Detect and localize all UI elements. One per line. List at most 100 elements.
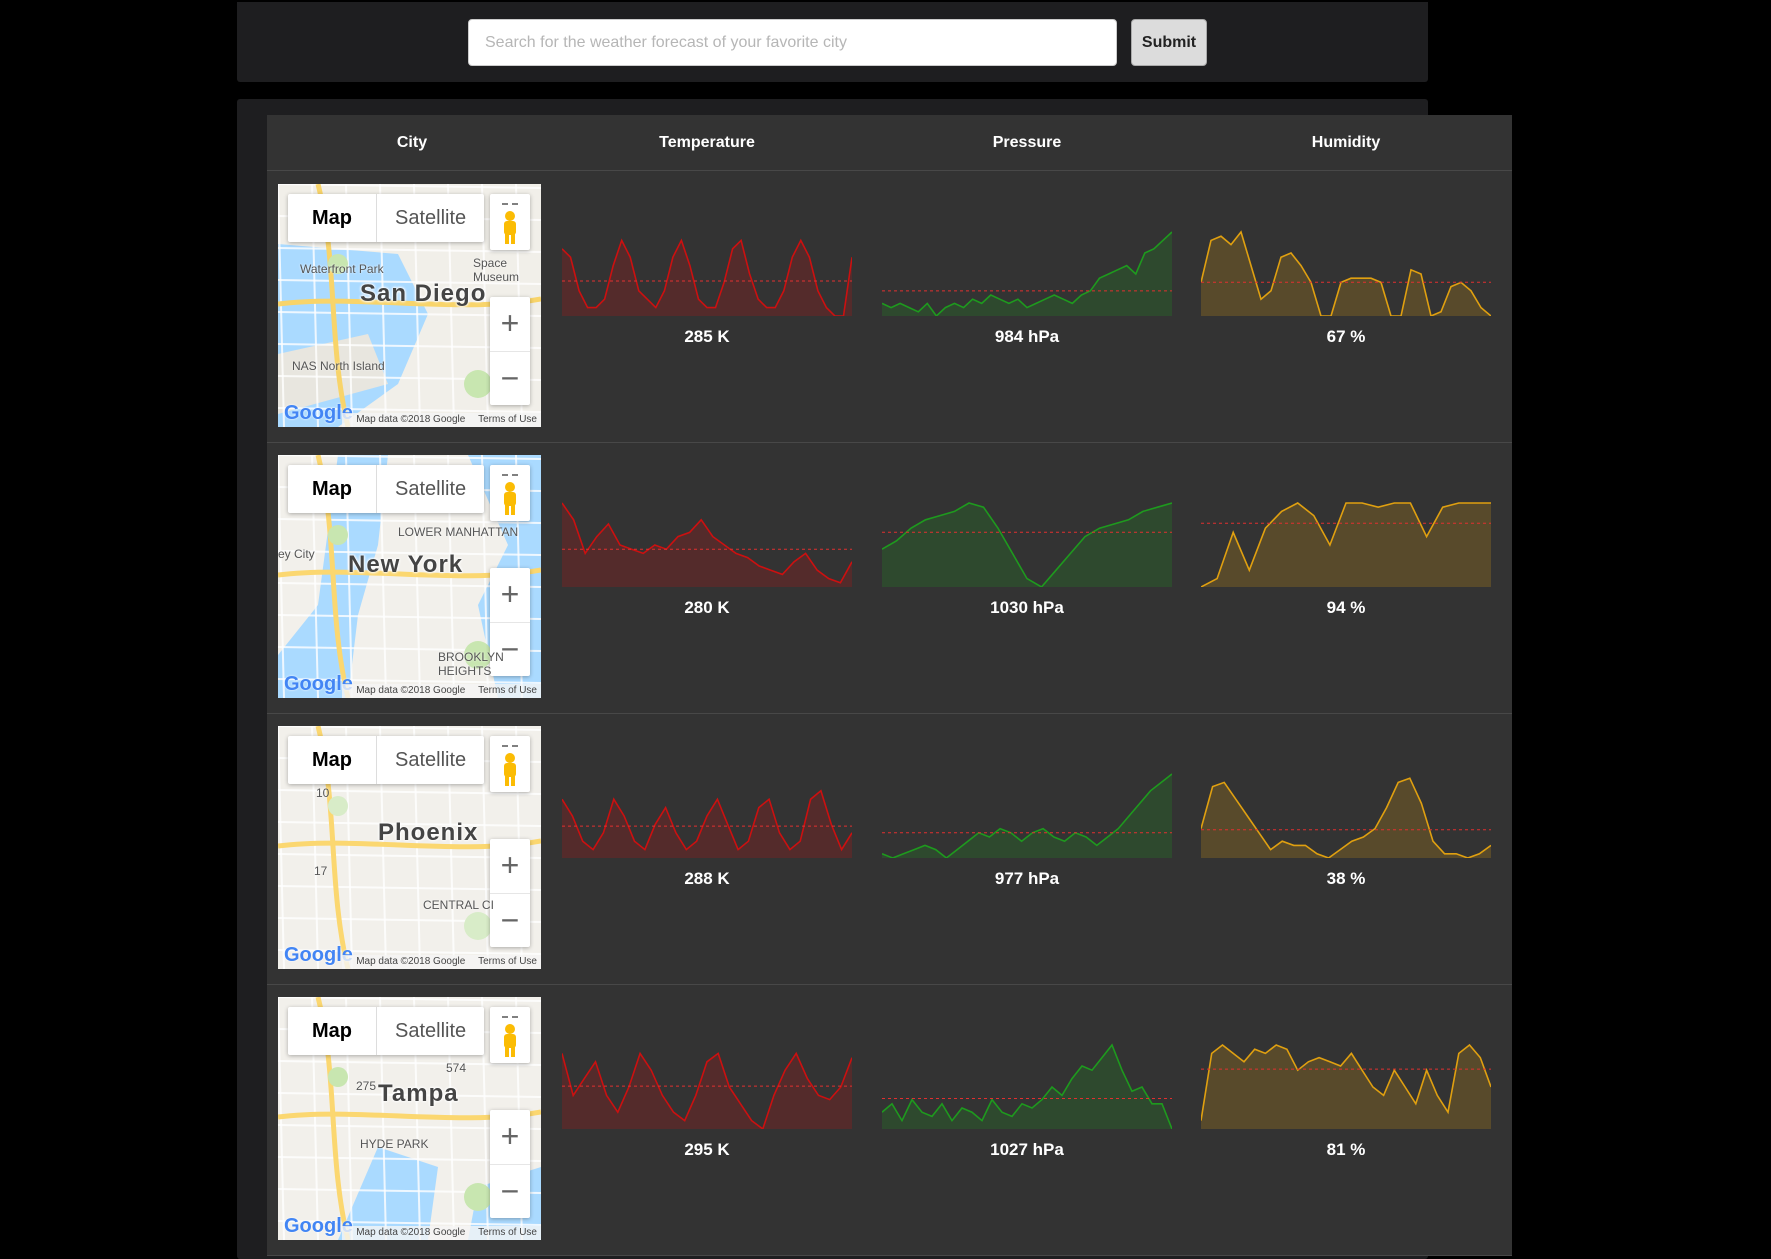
humidity-sparkline xyxy=(1200,1043,1492,1129)
terms-link[interactable]: Terms of Use xyxy=(478,685,537,696)
satellite-button[interactable]: Satellite xyxy=(376,194,484,242)
header-pressure: Pressure xyxy=(992,134,1062,151)
header-humidity: Humidity xyxy=(1311,134,1381,151)
pegman-icon[interactable] xyxy=(490,465,530,521)
pressure-sparkline xyxy=(881,773,1173,860)
google-logo: Google xyxy=(284,1215,353,1237)
temperature-sparkline xyxy=(561,789,853,858)
temperature-sparkline xyxy=(561,502,853,587)
temperature-value: 280 K xyxy=(684,598,730,617)
pressure-sparkline xyxy=(881,1043,1173,1130)
temperature-line xyxy=(561,789,853,852)
satellite-button[interactable]: Satellite xyxy=(376,465,484,513)
map-type-control: Map Satellite xyxy=(288,736,485,784)
pressure-line xyxy=(881,773,1173,860)
city-row: Map Satellite + − San Diego Waterfront P… xyxy=(267,171,1512,443)
satellite-button[interactable]: Satellite xyxy=(376,1007,484,1055)
humidity-value: 94 % xyxy=(1326,598,1366,617)
temperature-value: 285 K xyxy=(684,327,730,346)
map-type-control: Map Satellite xyxy=(288,465,485,513)
zoom-control: + − xyxy=(490,1110,530,1218)
map-place-label: LOWER MANHATTAN xyxy=(398,525,519,539)
pressure-line xyxy=(881,231,1173,318)
zoom-out-button[interactable]: − xyxy=(500,1173,520,1209)
humidity-value: 38 % xyxy=(1326,869,1366,888)
map-place-label: Space Museum xyxy=(473,256,520,284)
map-place-label: HYDE PARK xyxy=(360,1137,429,1151)
city-row: Map Satellite + − Phoenix CENTRAL CI 10 xyxy=(267,713,1512,985)
pegman-icon[interactable] xyxy=(490,736,530,792)
map-city-label: Phoenix xyxy=(378,819,479,846)
humidity-line xyxy=(1200,777,1492,859)
terms-link[interactable]: Terms of Use xyxy=(478,414,537,425)
zoom-control: + − xyxy=(490,297,530,405)
temperature-area xyxy=(562,503,852,587)
map-city-label: New York xyxy=(348,551,464,578)
city-row: Map Satellite + − New York LOWER MANHATT… xyxy=(267,442,1512,714)
map-button[interactable]: Map xyxy=(312,749,352,771)
pressure-sparkline xyxy=(881,502,1173,589)
map-place-label: NAS North Island xyxy=(292,359,385,373)
temperature-line xyxy=(561,502,853,584)
humidity-sparkline xyxy=(1200,777,1492,859)
map-attribution: Map data ©2018 Google Terms of Use xyxy=(342,955,541,969)
map-place-label: ey City xyxy=(278,547,315,561)
humidity-sparkline xyxy=(1200,230,1492,318)
map-button[interactable]: Map xyxy=(312,1020,352,1042)
city-map[interactable]: Map Satellite + − San Diego Waterfront P… xyxy=(278,184,541,427)
search-input[interactable] xyxy=(468,19,1117,66)
map-attribution: Map data ©2018 Google Terms of Use xyxy=(342,413,541,427)
humidity-value: 67 % xyxy=(1326,327,1366,346)
map-button[interactable]: Map xyxy=(312,478,352,500)
zoom-control: + − xyxy=(490,839,530,947)
header-temperature: Temperature xyxy=(659,134,755,151)
city-row: Map Satellite + − Tampa HYDE PARK 275 xyxy=(267,984,1512,1256)
temperature-line xyxy=(561,238,853,317)
pressure-area xyxy=(882,774,1172,858)
humidity-line xyxy=(1200,230,1492,318)
map-attribution: Map data ©2018 Google Terms of Use xyxy=(342,684,541,698)
humidity-line xyxy=(1200,502,1491,588)
zoom-out-button[interactable]: − xyxy=(500,360,520,396)
city-map[interactable]: Map Satellite + − Tampa HYDE PARK 275 xyxy=(278,997,541,1240)
zoom-in-button[interactable]: + xyxy=(490,568,530,623)
pressure-area xyxy=(882,232,1172,316)
terms-link[interactable]: Terms of Use xyxy=(478,1227,537,1238)
map-place-label: 17 xyxy=(314,864,328,878)
city-map[interactable]: Map Satellite + − New York LOWER MANHATT… xyxy=(278,455,541,698)
submit-button[interactable]: Submit xyxy=(1131,19,1207,66)
map-place-label: CENTRAL CI xyxy=(423,898,494,912)
map-data-text: Map data ©2018 Google xyxy=(356,685,466,696)
temperature-sparkline xyxy=(561,238,853,317)
humidity-area xyxy=(1201,503,1491,587)
zoom-out-button[interactable]: − xyxy=(500,631,520,667)
temperature-sparkline xyxy=(561,1051,853,1131)
zoom-in-button[interactable]: + xyxy=(490,1110,530,1165)
map-type-control: Map Satellite xyxy=(288,194,485,242)
pressure-area xyxy=(882,1045,1172,1129)
table-header: City Temperature Pressure Humidity xyxy=(267,115,1512,171)
map-place-label: 10 xyxy=(316,786,330,800)
map-button[interactable]: Map xyxy=(312,207,352,229)
zoom-out-button[interactable]: − xyxy=(500,902,520,938)
pressure-value: 1030 hPa xyxy=(990,598,1064,617)
google-logo: Google xyxy=(284,673,353,695)
map-data-text: Map data ©2018 Google xyxy=(356,1227,466,1238)
pressure-value: 977 hPa xyxy=(994,869,1060,888)
zoom-in-button[interactable]: + xyxy=(490,297,530,352)
pressure-line xyxy=(881,1043,1173,1130)
map-place-label: 275 xyxy=(356,1079,377,1093)
satellite-button[interactable]: Satellite xyxy=(376,736,484,784)
city-map[interactable]: Map Satellite + − Phoenix CENTRAL CI 10 xyxy=(278,726,541,969)
map-city-label: Tampa xyxy=(378,1080,459,1107)
pegman-icon[interactable] xyxy=(490,1007,530,1063)
zoom-in-button[interactable]: + xyxy=(490,839,530,894)
pegman-icon[interactable] xyxy=(490,194,530,250)
google-logo: Google xyxy=(284,944,353,966)
map-place-label: BROOKLYN HEIGHTS xyxy=(438,650,504,678)
map-city-label: San Diego xyxy=(360,280,487,307)
map-attribution: Map data ©2018 Google Terms of Use xyxy=(342,1226,541,1240)
header-city: City xyxy=(396,134,428,151)
humidity-value: 81 % xyxy=(1326,1140,1366,1159)
terms-link[interactable]: Terms of Use xyxy=(478,956,537,967)
